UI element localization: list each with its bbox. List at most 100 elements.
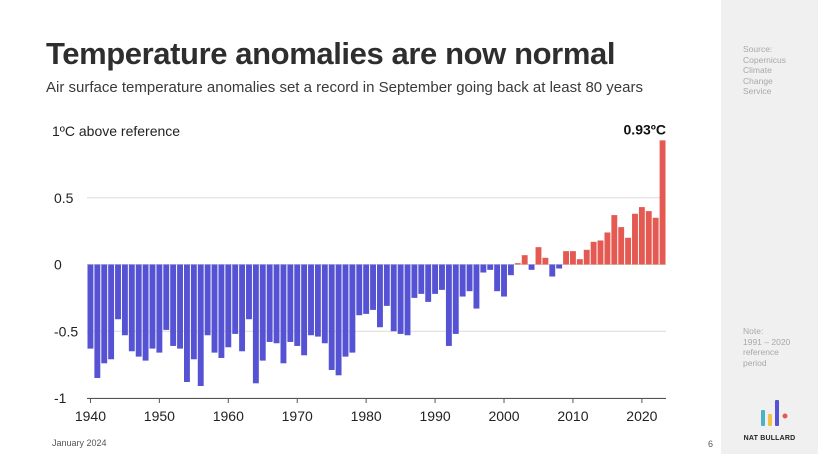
bar-1952 — [170, 264, 177, 346]
y-tick-label: -1 — [54, 390, 67, 406]
bar-1979 — [356, 264, 363, 316]
x-tick-label: 2000 — [488, 408, 519, 424]
bar-1964 — [252, 264, 259, 384]
bar-1990 — [432, 264, 439, 294]
logo-dot — [782, 413, 788, 419]
bar-1978 — [349, 264, 356, 353]
x-tick-label: 1970 — [282, 408, 313, 424]
bar-1976 — [335, 264, 342, 376]
bar-1947 — [135, 264, 142, 357]
bar-1944 — [115, 264, 121, 320]
bar-1974 — [321, 264, 328, 344]
source-line: Copernicus — [743, 54, 786, 65]
anomaly-bar-chart: -1 -0.5 0 0.5 1ºC above reference 1940 1950 196… — [52, 121, 666, 424]
bar-2018 — [625, 237, 632, 265]
bar-2013 — [590, 241, 597, 265]
logo-bar — [761, 410, 765, 426]
bar-2022 — [652, 217, 659, 265]
bar-1946 — [128, 264, 135, 352]
bar-2008 — [556, 264, 563, 269]
bar-1965 — [259, 264, 266, 361]
bar-1995 — [466, 264, 473, 292]
bar-1948 — [142, 264, 149, 361]
bar-1940 — [87, 264, 94, 349]
x-tick-label: 2020 — [626, 408, 657, 424]
note-line: 1991 – 2020 — [743, 336, 791, 347]
bar-1997 — [480, 264, 487, 273]
y-tick-label: 0 — [54, 257, 62, 273]
reference-note: Note: 1991 – 2020 reference period — [743, 326, 807, 368]
bar-1983 — [383, 264, 390, 306]
logo-bar — [768, 414, 772, 426]
record-annotation: 0.93ºC — [624, 121, 666, 137]
bar-1982 — [377, 264, 383, 328]
bar-1973 — [314, 264, 321, 337]
source-note: Source: Copernicus Climate Change Servic… — [743, 44, 807, 97]
bar-1972 — [308, 264, 314, 336]
bar-1999 — [494, 264, 501, 292]
bar-1996 — [473, 264, 480, 309]
bar-1986 — [404, 264, 411, 336]
bar-1969 — [287, 264, 294, 342]
source-line: Source: — [743, 44, 773, 54]
x-tick-label: 1960 — [213, 408, 244, 424]
bar-2019 — [632, 213, 638, 265]
bar-2017 — [618, 227, 625, 265]
note-line: reference — [743, 347, 779, 357]
bar-2011 — [576, 259, 583, 265]
logo-bar — [775, 400, 779, 426]
bar-1988 — [418, 264, 425, 294]
bar-1977 — [342, 264, 349, 357]
nat-bullard-logo-icon — [761, 400, 788, 426]
bar-1950 — [156, 264, 163, 353]
bar-1970 — [294, 264, 301, 346]
page-number: 6 — [708, 439, 714, 449]
y-tick-label: -0.5 — [54, 323, 78, 339]
bar-1949 — [149, 264, 156, 349]
bar-2014 — [597, 240, 604, 265]
bar-2004 — [528, 264, 535, 270]
bar-1984 — [390, 264, 397, 332]
x-tick-label: 1990 — [420, 408, 451, 424]
x-tick-label: 2010 — [557, 408, 588, 424]
bar-2021 — [645, 211, 652, 265]
source-line: Change — [743, 75, 773, 86]
bar-1993 — [452, 264, 459, 334]
bar-1967 — [273, 264, 280, 344]
page-subtitle: Air surface temperature anomalies set a … — [46, 79, 643, 96]
bar-1975 — [328, 264, 335, 370]
bar-2003 — [521, 255, 528, 265]
bar-2012 — [583, 249, 590, 265]
bar-2006 — [542, 257, 549, 265]
bar-1992 — [445, 264, 452, 346]
y-axis-title: 1ºC above reference — [52, 123, 180, 139]
bar-1968 — [280, 264, 287, 364]
bar-1985 — [397, 264, 404, 334]
bar-1958 — [211, 264, 218, 353]
bar-1955 — [190, 264, 197, 360]
bar-2015 — [604, 232, 611, 265]
bar-1989 — [425, 264, 432, 302]
bar-1980 — [363, 264, 370, 314]
sidebar: Source: Copernicus Climate Change Servic… — [721, 0, 818, 454]
footer-date: January 2024 — [52, 438, 107, 448]
bar-2007 — [549, 264, 556, 277]
bar-1953 — [177, 264, 183, 349]
note-line: Note: — [743, 326, 764, 336]
bar-1951 — [163, 264, 170, 330]
bar-1961 — [232, 264, 239, 334]
bar-1941 — [94, 264, 101, 378]
bar-1943 — [108, 264, 115, 360]
bar-2002 — [514, 263, 521, 265]
bar-1971 — [301, 264, 308, 356]
bar-2023 — [659, 140, 666, 265]
bar-1963 — [246, 264, 252, 320]
page-title: Temperature anomalies are now normal — [46, 36, 616, 71]
axis-labels: -1 -0.5 0 0.5 1ºC above reference 1940 1950 196… — [52, 121, 666, 424]
bar-1957 — [204, 264, 211, 336]
bar-1966 — [266, 264, 273, 342]
source-line: Climate — [743, 65, 772, 75]
bars — [87, 140, 666, 386]
bar-1994 — [459, 264, 466, 297]
bar-2000 — [501, 264, 507, 297]
